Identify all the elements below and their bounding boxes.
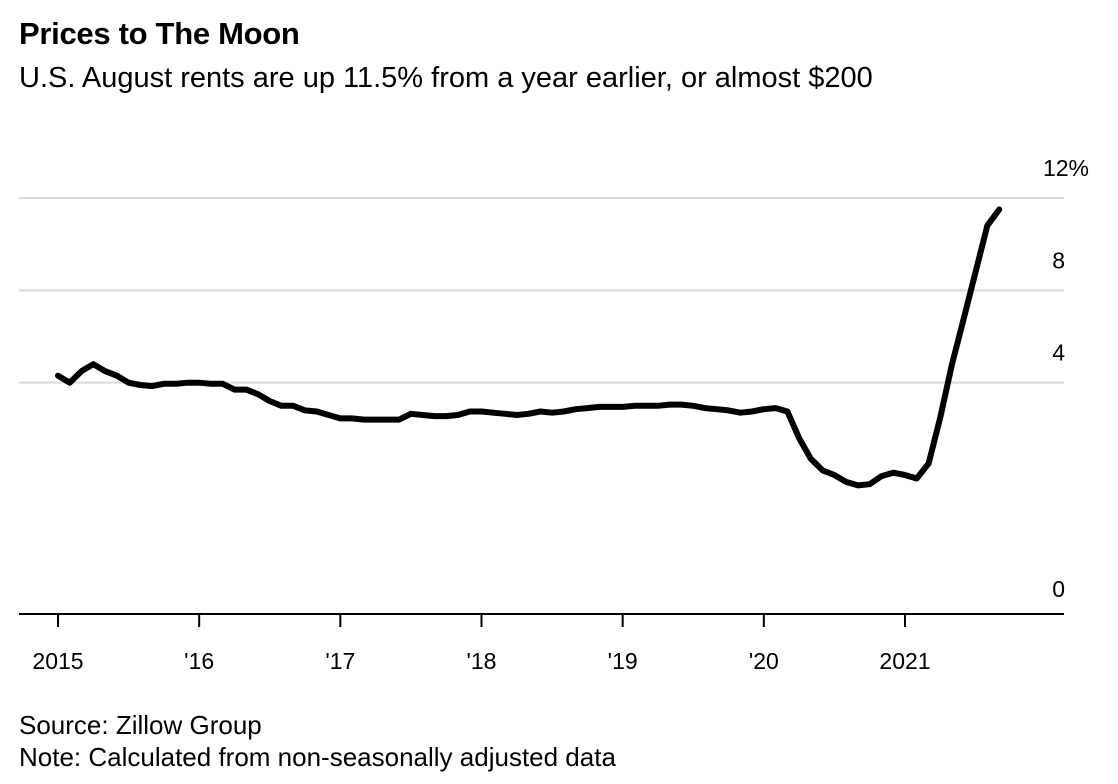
x-tick-label-2019: '19 bbox=[608, 648, 638, 674]
x-tick-label-2017: '17 bbox=[325, 648, 355, 674]
y-tick-label-8: 8 bbox=[1052, 247, 1065, 273]
y-tick-label-4: 4 bbox=[1052, 340, 1065, 366]
line-chart: 0 4 8 12% 2015 '16 '17 '18 '19 '20 2021 bbox=[19, 155, 1089, 674]
x-tick-label-2016: '16 bbox=[184, 648, 214, 674]
x-tick-label-2020: '20 bbox=[749, 648, 779, 674]
x-tick-label-2021: 2021 bbox=[879, 648, 930, 674]
gridlines bbox=[19, 197, 1064, 384]
x-axis: 2015 '16 '17 '18 '19 '20 2021 bbox=[19, 613, 1064, 674]
series-line-0 bbox=[55, 206, 1003, 489]
methodology-note: Note: Calculated from non-seasonally adj… bbox=[19, 742, 616, 772]
series-group bbox=[55, 206, 1003, 489]
chart-title: Prices to The Moon bbox=[19, 16, 300, 51]
y-tick-label-0: 0 bbox=[1052, 576, 1065, 602]
x-tick-label-2018: '18 bbox=[467, 648, 497, 674]
y-axis-labels: 0 4 8 12% bbox=[1043, 155, 1089, 602]
source-note: Source: Zillow Group bbox=[19, 710, 262, 740]
x-tick-label-2015: 2015 bbox=[32, 648, 83, 674]
chart-subtitle: U.S. August rents are up 11.5% from a ye… bbox=[19, 62, 873, 94]
y-tick-label-12: 12% bbox=[1043, 155, 1089, 181]
